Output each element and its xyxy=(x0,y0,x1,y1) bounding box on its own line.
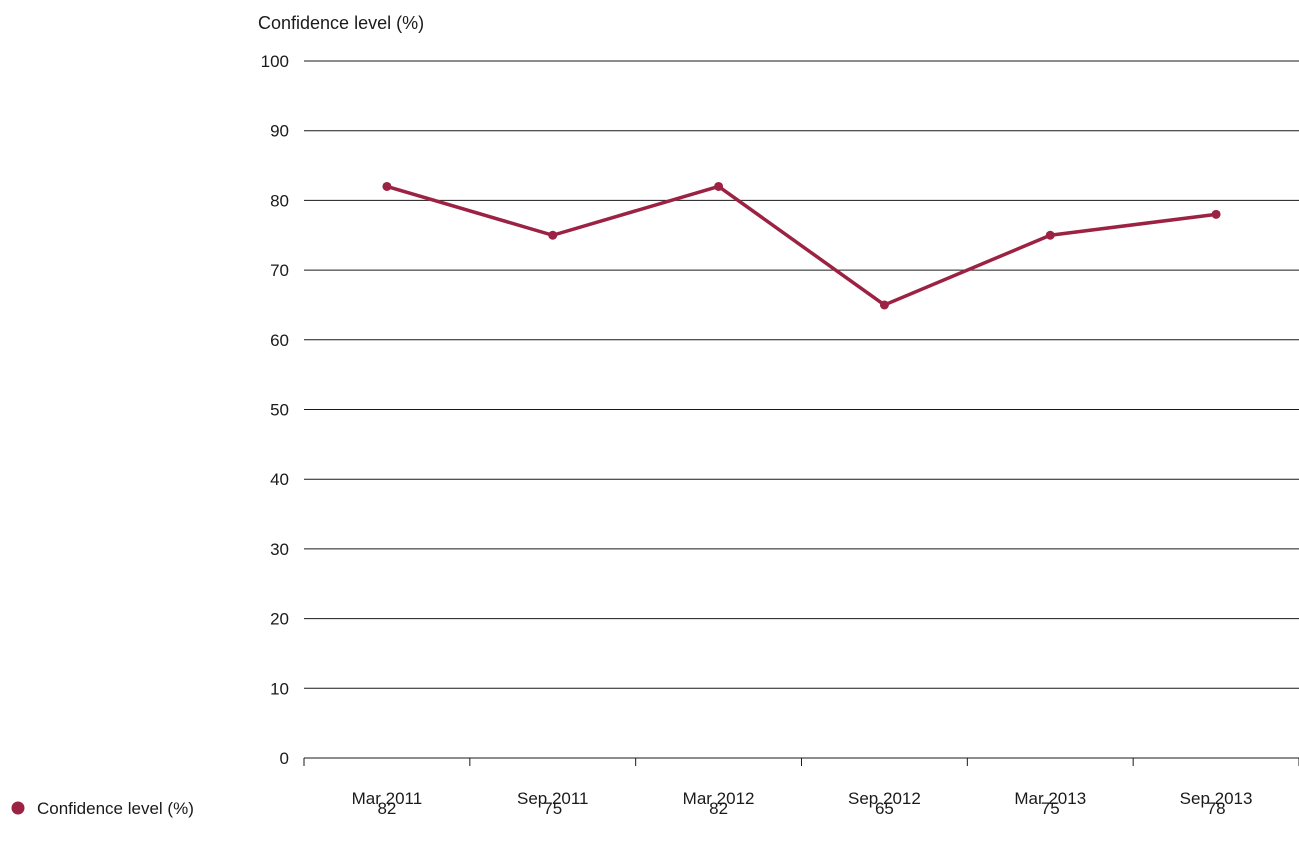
x-axis xyxy=(303,757,1299,766)
y-tick-label: 50 xyxy=(270,401,289,420)
legend-label: Confidence level (%) xyxy=(37,799,194,818)
data-point xyxy=(879,300,889,310)
data-label: 82 xyxy=(377,799,396,818)
x-tick-label: Mar 2013 xyxy=(1014,789,1086,808)
y-tick-label: 0 xyxy=(280,749,289,768)
y-tick-label: 100 xyxy=(261,52,289,71)
data-label: 78 xyxy=(1207,799,1226,818)
data-point xyxy=(382,181,392,191)
legend: Confidence level (%) xyxy=(11,799,194,818)
chart-title: Confidence level (%) xyxy=(258,13,424,33)
y-tick-label: 20 xyxy=(270,610,289,629)
x-tick-label: Mar 2012 xyxy=(683,789,755,808)
y-tick-label: 10 xyxy=(270,679,289,698)
x-tick-label: Sep 2013 xyxy=(1180,789,1253,808)
series-line xyxy=(386,184,1217,307)
gridlines xyxy=(304,60,1299,689)
series-confidence-level xyxy=(382,181,1221,310)
y-tick-label: 80 xyxy=(270,191,289,210)
x-tick-label: Sep 2011 xyxy=(517,789,589,808)
data-label: 82 xyxy=(709,799,728,818)
y-tick-label: 30 xyxy=(270,540,289,559)
y-tick-label: 70 xyxy=(270,261,289,280)
data-label: 65 xyxy=(875,799,894,818)
data-label: 75 xyxy=(543,799,562,818)
data-table-values: 82 75 82 65 75 78 xyxy=(377,799,1225,818)
x-axis-tick-labels: Mar 2011 Sep 2011 Mar 2012 Sep 2012 Mar 2013… xyxy=(352,789,1253,808)
y-axis-tick-labels: 0 10 20 30 40 50 60 70 80 90 100 xyxy=(261,52,289,768)
data-label: 75 xyxy=(1041,799,1060,818)
data-point xyxy=(548,230,558,240)
y-tick-label: 90 xyxy=(270,122,289,141)
x-tick-label: Mar 2011 xyxy=(352,789,423,808)
x-tick-label: Sep 2012 xyxy=(848,789,921,808)
data-point xyxy=(714,181,724,191)
data-point xyxy=(1045,230,1055,240)
legend-marker xyxy=(11,801,25,815)
y-tick-label: 60 xyxy=(270,331,289,350)
data-point xyxy=(1211,209,1221,219)
y-tick-label: 40 xyxy=(270,470,289,489)
